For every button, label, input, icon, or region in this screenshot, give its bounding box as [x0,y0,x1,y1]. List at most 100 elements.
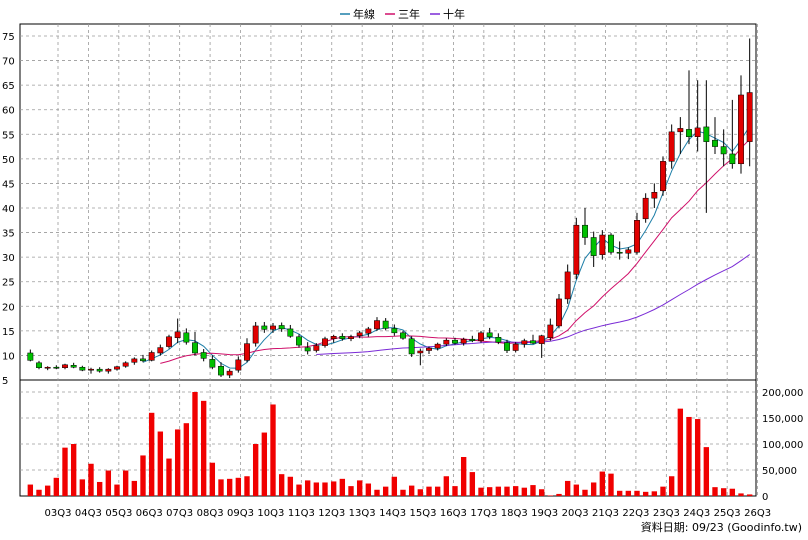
volume-bar [504,486,510,496]
candle-body [296,336,302,346]
candle-body [512,343,519,351]
x-tick-label: 10Q3 [257,508,284,519]
volume-bar [512,486,519,496]
volume-bar [296,484,302,496]
candle-body [356,332,363,337]
volume-bar [200,400,207,496]
x-tick-label: 16Q3 [440,508,467,519]
candle-body [634,220,640,253]
candle-body [712,139,718,147]
price-tick-label: 5 [2,376,8,387]
candle-body [651,192,658,199]
x-tick-label: 24Q3 [683,508,710,519]
price-tick-label: 45 [2,179,15,190]
legend-label: 年線 [353,7,375,21]
price-tick-label: 25 [2,278,15,289]
volume-bar [96,481,103,496]
candle-body [166,336,172,347]
candle-body [339,336,346,339]
volume-bar [530,485,536,496]
volume-bar [642,491,649,496]
volume-tick-label: 0 [762,492,768,503]
candle-body [313,345,320,351]
volume-bar [53,477,60,496]
volume-bar [365,483,372,496]
candle-body [88,368,94,371]
candle-body [642,197,649,220]
candle-body [746,92,753,142]
candle-body [469,338,476,341]
candle-body [36,362,42,368]
volume-bar [261,432,268,496]
volume-bar [486,487,493,496]
volume-bar [244,476,250,496]
volume-bar [729,488,736,496]
candle-body [426,347,432,351]
candle-body [582,224,588,238]
volume-bar [556,493,562,496]
volume-bar [651,491,658,496]
legend-label: 十年 [443,7,465,21]
volume-bar [564,480,571,496]
candle-body [443,339,450,345]
candle-body [486,332,493,338]
volume-bar [391,476,398,496]
price-tick-label: 50 [2,155,15,166]
candle-body [738,94,744,165]
volume-bar [495,486,502,496]
volume-bar [174,429,181,496]
candle-body [157,347,164,354]
volume-bar [547,495,554,496]
volume-bar [183,423,190,496]
price-tick-label: 35 [2,229,15,240]
candle-body [322,338,328,346]
candle-body [408,338,415,355]
volume-bar [400,489,406,496]
x-tick-label: 19Q3 [531,508,558,519]
volume-bar [634,490,640,496]
volume-bar [27,484,34,496]
candle-body [261,325,268,330]
x-tick-label: 21Q3 [592,508,619,519]
candle-body [599,234,606,255]
candle-body [62,364,68,368]
volume-bar [270,404,276,496]
volume-bar [538,489,545,496]
candle-body [218,365,224,376]
volume-bar [608,473,614,496]
candle-body [677,128,684,133]
x-tick-label: 25Q3 [714,508,741,519]
volume-bar [235,477,242,496]
volume-bar [686,416,692,496]
candle-body [452,339,458,344]
price-tick-label: 40 [2,204,15,215]
candle-body [226,370,233,376]
volume-bar [36,489,42,496]
candle-body [400,332,406,339]
candle-body [148,352,155,361]
volume-bar [114,484,120,496]
volume-tick-label: 50,000 [762,466,797,477]
candle-body [495,336,502,343]
candle-body [538,335,545,344]
volume-bar [348,486,354,496]
candle-body [478,332,484,341]
legend-label: 三年 [398,7,420,21]
volume-bar [252,444,259,496]
volume-bar [166,458,172,496]
volume-bar [140,455,146,496]
x-tick-label: 20Q3 [562,508,589,519]
candle-body [287,328,294,337]
candle-body [244,343,250,361]
volume-bar [408,485,415,496]
volume-bar [192,392,198,496]
volume-bar [356,480,363,496]
candle-body [556,298,562,327]
candle-body [460,338,467,344]
candle-body [573,224,580,275]
volume-bar [677,408,684,496]
volume-bar [469,472,476,496]
x-tick-label: 12Q3 [318,508,345,519]
x-tick-label: 09Q3 [227,508,254,519]
x-tick-label: 06Q3 [136,508,163,519]
